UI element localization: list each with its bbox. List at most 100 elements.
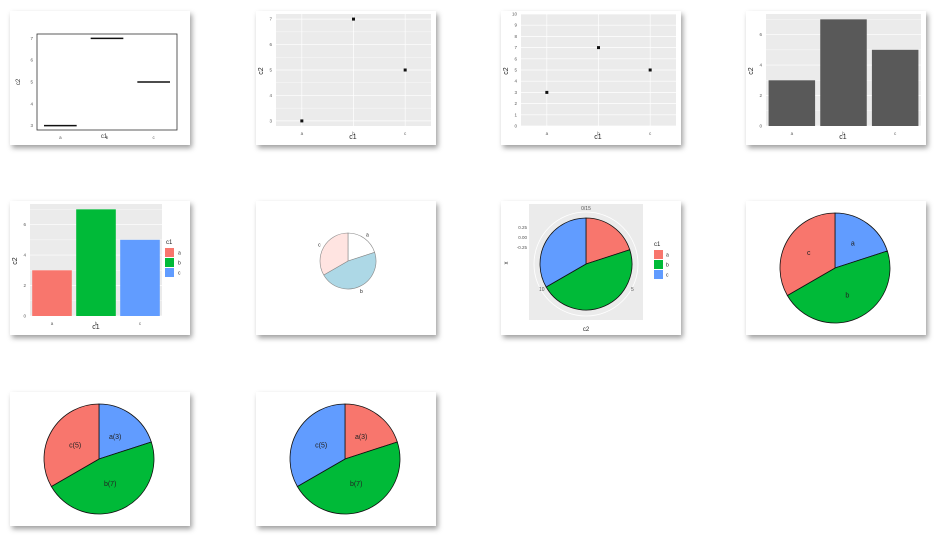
y-tick-label: 5 <box>514 68 517 73</box>
x-tick-label: c <box>649 131 652 136</box>
y-tick-label: 6 <box>23 222 26 227</box>
x-tick-label: b <box>842 131 845 136</box>
scatter-chart: 3 4 5 6 7 a b c c1 c2 <box>258 14 431 141</box>
bar <box>120 239 160 316</box>
slice-label: a(3) <box>355 434 367 441</box>
pie-slice <box>50 441 155 515</box>
legend-label: a <box>178 251 181 257</box>
labeled-pie-chart-ordered: a(3) b(7) c(5) <box>289 403 401 515</box>
slice-label: c <box>318 242 321 248</box>
chart-panel-8: a b c <box>746 201 926 335</box>
y-axis-label: c2 <box>503 67 510 75</box>
data-point <box>545 90 549 94</box>
x-tick-label: c <box>404 131 407 136</box>
x-axis-label: c1 <box>594 134 602 141</box>
angle-tick-label: 10 <box>539 287 545 293</box>
legend-title: c1 <box>166 240 173 246</box>
y-tick-label: 0 <box>759 124 762 129</box>
slice-label: b(7) <box>104 481 116 488</box>
x-axis-label: c1 <box>92 324 100 331</box>
pie-slice <box>834 212 888 269</box>
x-axis-label: c2 <box>583 327 590 333</box>
pie-slice <box>98 403 152 460</box>
y-tick-label: 4 <box>514 79 517 84</box>
chart-panel-4: 0 2 4 6 a b c c1 c2 <box>746 11 926 145</box>
pie-slice <box>545 249 633 311</box>
pie-chart: a b c <box>779 212 891 324</box>
labeled-pie-chart: a(3) b(7) c(5) <box>43 403 155 515</box>
pastel-pie-chart: a b c <box>318 232 377 295</box>
x-tick-label: a <box>59 135 62 140</box>
y-tick-label: 0.25 <box>518 225 527 230</box>
y-tick-label: 7 <box>269 17 272 22</box>
legend-key <box>654 260 663 269</box>
y-axis-label: c2 <box>16 78 22 85</box>
bar <box>76 209 116 316</box>
x-tick-label: a <box>791 131 794 136</box>
slice-label: c(5) <box>69 442 81 449</box>
x-tick-label: c <box>894 131 897 136</box>
slice-label: b(7) <box>350 481 362 488</box>
y-tick-label: 4 <box>269 93 272 98</box>
pie-slice <box>539 217 587 288</box>
chart-panel-1: 3 4 5 6 7 a b c c1 c2 <box>10 11 190 145</box>
y-tick-label: 4 <box>759 63 762 68</box>
y-tick-label: 6 <box>759 32 762 37</box>
y-tick-label: 2 <box>514 101 517 106</box>
y-tick-label: 0.00 <box>518 235 527 240</box>
polar-grid-ring <box>533 211 639 317</box>
x-axis-label: c1 <box>349 134 357 141</box>
pie-slice <box>289 403 346 488</box>
legend-key <box>165 248 174 257</box>
y-tick-label: 10 <box>512 12 518 17</box>
y-tick-label: 2 <box>23 283 26 288</box>
bar-chart: 0 2 4 6 a b c c1 c2 <box>748 14 921 141</box>
chart-panel-2: 3 4 5 6 7 a b c c1 c2 <box>256 11 436 145</box>
y-tick-label: 3 <box>514 90 517 95</box>
y-tick-label: 4 <box>30 101 33 106</box>
y-tick-label: 7 <box>30 36 33 41</box>
data-point <box>403 68 407 72</box>
data-point <box>352 17 355 21</box>
x-tick-label: c <box>139 321 142 326</box>
x-axis-label: c1 <box>101 134 108 140</box>
polar-pie-chart: 0/15 5 10 0.25 0.00 -0.25 abc c2 x c1 <box>504 204 669 333</box>
slice-label: c <box>807 250 811 257</box>
slice-label: a <box>366 232 369 238</box>
x-tick-label: a <box>301 131 304 136</box>
x-tick-label: b <box>597 131 600 136</box>
legend-key <box>165 258 174 267</box>
y-tick-label: 8 <box>514 34 517 39</box>
y-axis-label: c2 <box>12 257 19 265</box>
pie-slice <box>786 250 891 324</box>
bar <box>871 49 919 126</box>
angle-tick-label: 0/15 <box>581 206 591 212</box>
chart-panel-7: 0/15 5 10 0.25 0.00 -0.25 a b c c2 x c1 <box>501 201 681 335</box>
x-tick-label: a <box>546 131 549 136</box>
legend-title: c1 <box>654 242 661 248</box>
pie-slice <box>344 403 398 460</box>
bar <box>32 270 72 316</box>
chart-panel-9: a(3) b(7) c(5) <box>10 392 190 526</box>
y-tick-label: 2 <box>759 93 762 98</box>
slice-label: a(3) <box>109 434 121 441</box>
x-tick-label: b <box>106 135 109 140</box>
scatter-chart-zero: 0 1 2 3 4 5 6 7 8 9 10 a b c c1 c2 <box>503 12 676 141</box>
slice-label: a <box>851 241 855 248</box>
bar <box>820 19 867 127</box>
y-tick-label: -0.25 <box>517 245 528 250</box>
bar <box>768 80 816 126</box>
slice-label: c(5) <box>315 442 327 449</box>
x-tick-label: b <box>352 131 355 136</box>
x-tick-label: a <box>51 321 54 326</box>
y-axis-label: x <box>504 262 510 265</box>
y-axis-label: c2 <box>748 67 755 75</box>
x-tick-label: b <box>95 321 98 326</box>
legend-label: b <box>178 261 181 267</box>
legend-label: c <box>178 271 181 277</box>
legend-label: a <box>666 253 669 259</box>
legend-label: b <box>666 263 669 269</box>
angle-tick-label: 5 <box>631 287 634 293</box>
